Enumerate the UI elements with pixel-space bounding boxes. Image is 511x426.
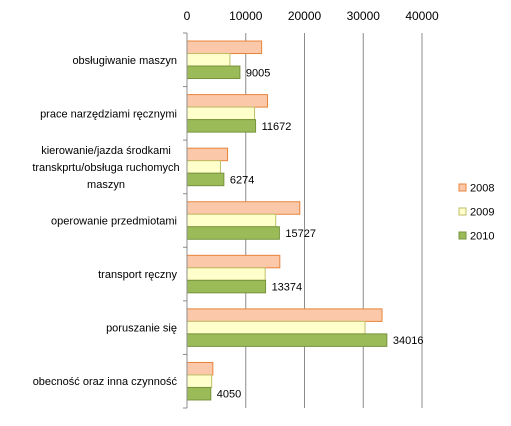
data-label: 13374 [272,282,303,294]
legend-label-2008: 2008 [470,183,494,195]
category-label: operowanie przedmiotami [51,216,177,228]
x-tick-label: 40000 [405,9,439,23]
data-label: 9005 [246,67,270,79]
bar-2008 [186,361,214,376]
axis: 0 10000 20000 30000 40000 [183,9,439,409]
bar-2010 [186,279,267,294]
data-label: 6274 [230,174,254,186]
category-labels: 9005 obsługiwanie maszyn 11672 prace narzęd… [32,55,423,401]
legend-swatch-2010 [458,231,467,240]
category-label: transport ręczny [98,269,177,281]
bar-2008 [186,94,268,108]
bar-2008 [186,254,281,269]
legend-label-2009: 2009 [470,207,494,219]
data-label: 34016 [393,335,424,347]
category-label: poruszanie się [106,323,177,335]
bar-2009 [186,160,221,174]
category-label: obecność oraz inna czynność [33,376,178,388]
bar-2008 [186,308,383,322]
legend: 2008 2009 2010 [458,183,494,243]
x-tick-label: 20000 [288,9,322,23]
bar-2010 [186,386,212,401]
bar-2010 [186,333,388,347]
x-tick-label: 0 [184,9,191,23]
legend-swatch-2008 [458,183,467,192]
legend-label-2010: 2010 [470,231,494,243]
bar-2008 [186,201,301,215]
data-label: 15727 [285,228,316,240]
category-label: prace narzędziami ręcznymi [40,108,177,120]
bar-2008 [186,147,229,162]
bar-2010 [186,119,257,133]
category-label: kierowanie/jazda środkami transkprtu/obsł… [32,145,179,191]
bar-2010 [186,65,241,80]
data-label: 11672 [262,121,292,133]
x-tick-label: 10000 [229,9,263,23]
legend-swatch-2009 [458,207,467,216]
bar-2009 [186,320,366,335]
category-label: obsługiwanie maszyn [72,55,177,67]
x-tick-label: 30000 [347,9,381,23]
bars [186,40,388,401]
bar-2009 [186,267,266,281]
bar-2009 [186,106,256,121]
data-label: 4050 [217,389,241,401]
bar-2009 [186,374,213,388]
bar-2009 [186,53,231,67]
bar-2009 [186,213,277,228]
bar-2008 [186,40,263,55]
bar-2010 [186,172,225,187]
bar-2010 [186,226,280,240]
